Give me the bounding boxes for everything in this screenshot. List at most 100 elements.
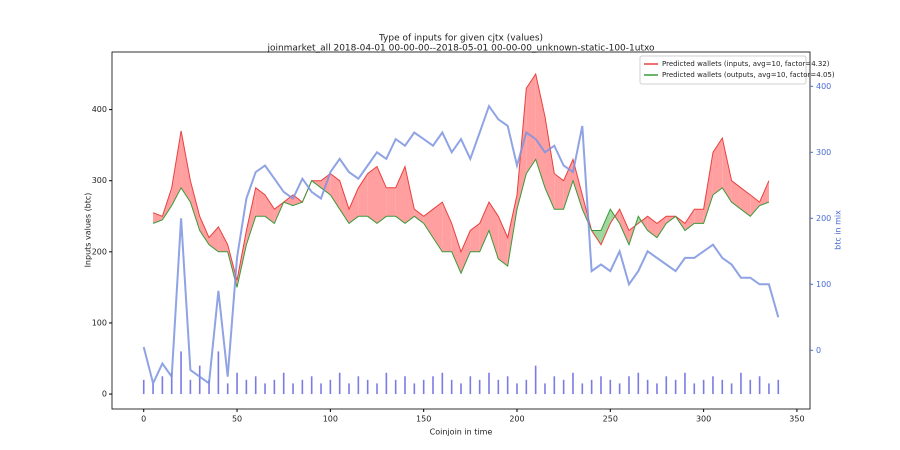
bar xyxy=(618,383,621,395)
x-tick-label: 300 xyxy=(696,415,711,424)
fill-between xyxy=(712,138,723,195)
fill-between xyxy=(246,187,256,245)
fill-between xyxy=(470,223,480,252)
fill-between xyxy=(414,209,424,224)
bar xyxy=(366,379,369,395)
fill-between xyxy=(703,152,713,224)
bar xyxy=(684,372,686,395)
fill-between xyxy=(377,166,387,224)
bar xyxy=(600,376,602,395)
bar xyxy=(506,376,509,395)
bar xyxy=(357,376,360,395)
fill-between xyxy=(498,216,508,267)
fill-between xyxy=(740,187,751,217)
y2-tick-label: 100 xyxy=(816,280,831,289)
bar xyxy=(301,379,304,395)
fill-between xyxy=(526,74,536,174)
fill-between xyxy=(433,202,443,252)
bar xyxy=(413,383,416,395)
bar xyxy=(329,379,332,395)
fill-between xyxy=(405,166,415,224)
bar xyxy=(245,379,248,395)
fill-between xyxy=(507,194,517,267)
bar xyxy=(768,383,770,395)
y2-tick-label: 300 xyxy=(816,148,831,157)
bar xyxy=(721,379,724,395)
bar xyxy=(544,383,546,395)
fill-between xyxy=(209,226,219,252)
bar xyxy=(180,351,182,395)
y2-tick-label: 0 xyxy=(816,346,821,355)
fill-between xyxy=(488,202,499,259)
bar xyxy=(777,379,780,395)
fill-between xyxy=(461,230,471,274)
bar xyxy=(385,372,388,395)
fill-between xyxy=(395,166,406,224)
bar xyxy=(534,365,537,395)
bar xyxy=(628,376,630,395)
fill-between xyxy=(563,159,573,210)
fill-between xyxy=(614,209,620,224)
bar xyxy=(422,379,425,395)
fill-between xyxy=(181,130,191,203)
bar xyxy=(320,383,322,395)
bar xyxy=(441,372,444,395)
fill-between xyxy=(218,226,228,252)
y2-tick-label: 400 xyxy=(816,82,831,91)
bar xyxy=(432,376,434,395)
bar xyxy=(273,379,276,395)
fill-between xyxy=(572,159,583,210)
bar xyxy=(264,383,266,395)
bar xyxy=(590,379,593,395)
bar xyxy=(254,376,257,395)
bar xyxy=(348,383,350,395)
fill-between xyxy=(479,202,489,252)
bar xyxy=(674,379,677,395)
y-tick-label: 100 xyxy=(92,318,107,327)
y-tick-label: 200 xyxy=(92,247,107,256)
fill-between xyxy=(554,173,564,210)
bar xyxy=(208,379,210,395)
bar xyxy=(488,372,490,395)
fill-between xyxy=(694,209,704,224)
bar xyxy=(497,379,500,395)
bar xyxy=(161,376,164,395)
legend-box xyxy=(639,55,807,85)
y-tick-label: 300 xyxy=(92,176,107,185)
legend-label: Predicted wallets (outputs, avg=10, fact… xyxy=(662,71,835,79)
fill-between xyxy=(367,166,378,224)
fill-between xyxy=(265,194,275,224)
fill-between xyxy=(255,187,266,217)
bar xyxy=(656,383,658,395)
fill-between xyxy=(722,138,732,203)
bar xyxy=(609,379,612,395)
bar xyxy=(292,383,294,395)
fill-between xyxy=(656,216,667,238)
bar xyxy=(749,379,752,395)
bar xyxy=(478,379,481,395)
bar xyxy=(469,376,472,395)
bar xyxy=(394,379,397,395)
bar xyxy=(553,376,556,395)
bar xyxy=(516,383,518,395)
bar xyxy=(310,376,313,395)
bar xyxy=(730,383,733,395)
bar xyxy=(338,372,341,395)
x-tick-label: 150 xyxy=(416,415,431,424)
fill-between xyxy=(442,202,452,252)
fill-between xyxy=(731,180,741,210)
fill-between xyxy=(386,187,396,217)
bar xyxy=(404,376,406,395)
bar xyxy=(740,372,742,395)
bar xyxy=(170,372,173,395)
bar xyxy=(217,351,220,395)
plot-frame xyxy=(111,51,811,410)
x-tick-label: 200 xyxy=(509,415,524,424)
line xyxy=(152,72,770,281)
bar xyxy=(282,372,285,395)
fill-between xyxy=(190,180,200,231)
legend-label: Predicted wallets (inputs, avg=10, facto… xyxy=(662,60,830,68)
fill-between xyxy=(641,216,648,231)
fill-between xyxy=(171,130,182,206)
